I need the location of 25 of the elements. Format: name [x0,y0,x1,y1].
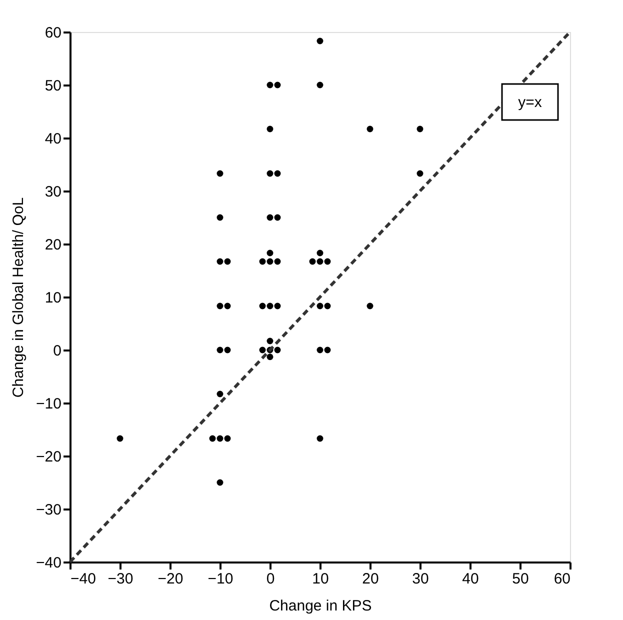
y-tick-label: 40 [44,130,62,148]
y-tick-label: −30 [36,502,62,518]
y-tick-label: −40 [36,554,62,572]
y-tick-label: −10 [36,396,62,412]
x-tick-label: 10 [312,570,329,588]
y-tick-label: 10 [44,290,62,306]
annotation: y=x [518,94,542,111]
y-tick-label: 20 [44,236,62,254]
x-tick-label: −20 [158,570,184,588]
x-tick-label: 40 [462,570,479,588]
x-tick-label: −10 [208,570,234,588]
x-tick-label: 30 [412,570,429,588]
x-tick-label: 0 [266,570,275,588]
x-axis-title: Change in KPS [269,598,372,614]
y-tick-label: −20 [36,448,62,466]
x-tick-label: 20 [362,570,379,588]
x-tick-label: 60 [554,570,570,588]
y-tick-label: 50 [44,78,62,94]
x-tick-label: −40 [70,570,96,588]
y-tick-label: 60 [44,24,62,42]
y-tick-label: 30 [44,184,62,200]
x-tick-label: 50 [512,570,529,588]
y-axis-title: Change in Global Health/ QoL [10,197,28,398]
x-tick-label: −30 [108,570,134,588]
y-tick-label: 0 [53,342,62,360]
